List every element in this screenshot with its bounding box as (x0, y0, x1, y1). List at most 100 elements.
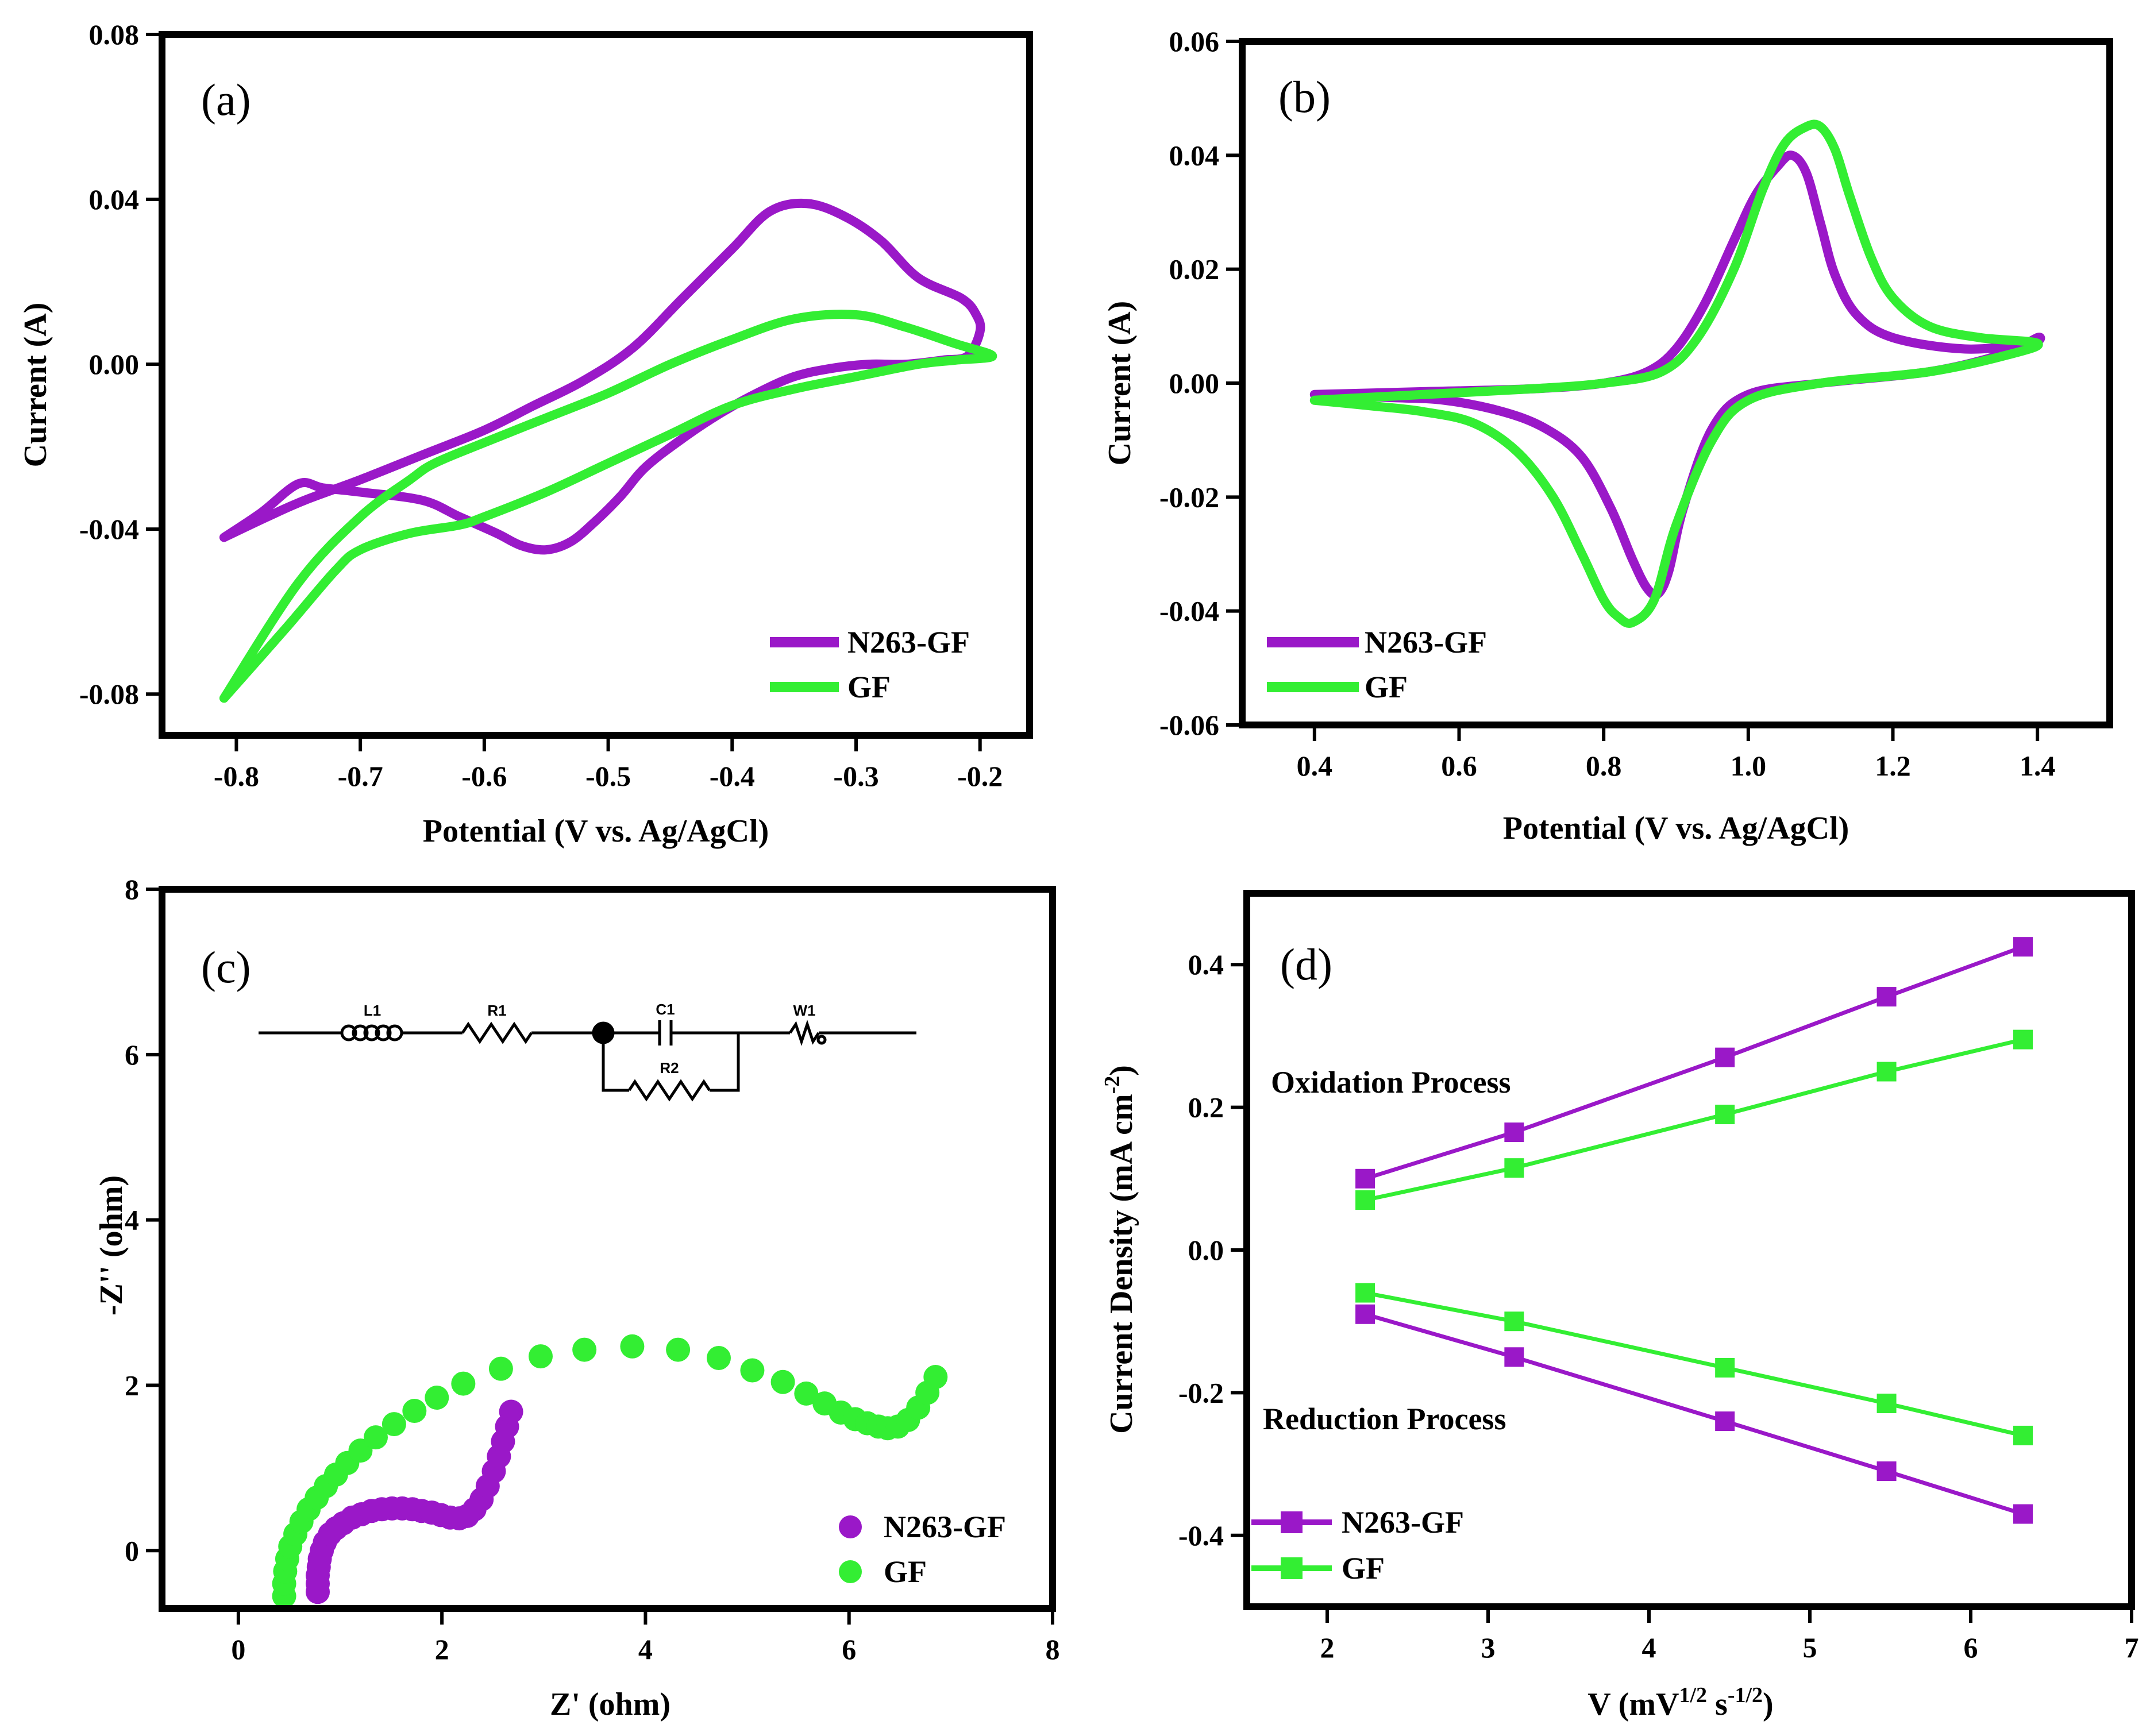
panel-c-legend: N263-GF GF (839, 1510, 1006, 1589)
panel-a-x-tick-label: -0.8 (214, 760, 259, 792)
panel-a-y-tick-label: -0.08 (79, 678, 139, 710)
panel-c-point-gf (666, 1337, 691, 1362)
panel-b-ticks: 0.4 0.6 0.8 1.0 1.2 1.4 -0.06 -0.04 -0.02 0.00 0.0… (1159, 25, 2056, 782)
panel-c-x-tick-label: 8 (1046, 1633, 1060, 1665)
panel-c-y-axis-label: -Z'' (ohm) (94, 1175, 129, 1315)
panel-d-y-tick-label: -0.2 (1178, 1376, 1224, 1409)
panel-b-x-tick-label: 1.2 (1875, 750, 1911, 782)
panel-b-y-tick-label: 0.02 (1169, 253, 1220, 286)
panel-b-y-tick-label: -0.02 (1159, 481, 1219, 513)
panel-c-point-gf (528, 1344, 553, 1369)
panel-d-marker-gf-oxidation (1715, 1105, 1735, 1125)
panel-a-legend: N263-GF GF (770, 625, 970, 704)
panel-d-xlabel-part2: s (1707, 1687, 1728, 1722)
panel-b-x-axis-label: Potential (V vs. Ag/AgCl) (1503, 811, 1849, 846)
circuit-label-r1: R1 (487, 1002, 506, 1019)
panel-d-marker-n263-gf-reduction (1876, 1461, 1897, 1482)
panel-c-x-axis-label: Z' (ohm) (550, 1687, 671, 1722)
panel-c-data-layer (272, 1334, 948, 1608)
panel-c-point-gf (488, 1356, 513, 1381)
panel-a-x-tick-label: -0.4 (710, 760, 755, 792)
panel-d-marker-n263-gf-oxidation (1715, 1047, 1735, 1067)
panel-c-legend-marker-gf (839, 1560, 862, 1583)
panel-d-legend-label-gf: GF (1342, 1551, 1385, 1585)
panel-d-marker-n263-gf-reduction (1504, 1347, 1524, 1367)
panel-d-xlabel-sup1: 1/2 (1679, 1683, 1707, 1707)
panel-d-legend: N263-GF GF (1251, 1505, 1464, 1585)
panel-a-y-tick-label: 0.08 (89, 18, 140, 51)
panel-a-cv-chart: -0.8 -0.7 -0.6 -0.5 -0.4 -0.3 -0.2 -0.08 -0.04 0.… (18, 18, 1033, 849)
panel-a-x-tick-label: -0.2 (957, 760, 1003, 792)
panel-c-label: (c) (201, 942, 251, 992)
panel-a-y-tick-label: 0.04 (89, 183, 140, 215)
panel-a-curve-gf (219, 310, 997, 703)
panel-d-x-tick-label: 7 (2125, 1631, 2139, 1664)
panel-b-y-tick-label: -0.06 (1159, 709, 1219, 741)
panel-c-point-gf (770, 1369, 795, 1394)
panel-b-label: (b) (1278, 72, 1331, 122)
resistor-r2-symbol (627, 1079, 711, 1102)
panel-b-cv-chart: 0.4 0.6 0.8 1.0 1.2 1.4 -0.06 -0.04 -0.02 0.00 0.0… (1102, 25, 2113, 846)
panel-c-point-gf (706, 1345, 731, 1370)
panel-c-x-tick-label: 2 (435, 1633, 449, 1665)
panel-c-y-tick-label: 4 (125, 1204, 139, 1236)
panel-d-x-tick-label: 6 (1964, 1631, 1978, 1664)
panel-c-legend-label-n263: N263-GF (884, 1510, 1006, 1544)
panel-d-marker-gf-oxidation (1504, 1158, 1524, 1178)
panel-b-legend-label-n263: N263-GF (1365, 625, 1487, 659)
panel-d-randles-sevcik-chart: 2 3 4 5 6 7 -0.4 -0.2 0.0 0.2 0.4 (d) Oxidation Pr… (1100, 890, 2139, 1722)
panel-b-legend: N263-GF GF (1267, 625, 1487, 704)
panel-b-curve-n263-gf (1309, 151, 2045, 600)
resistor-r1-symbol (461, 1021, 533, 1044)
panel-d-legend-label-n263: N263-GF (1342, 1505, 1464, 1540)
panel-d-ylabel-part2: ) (1104, 1065, 1139, 1076)
warburg-w1-terminal (816, 1035, 827, 1045)
panel-a-legend-label-n263: N263-GF (847, 625, 970, 659)
circuit-label-c1: C1 (656, 1001, 675, 1018)
panel-a-data-layer (219, 198, 997, 703)
panel-d-marker-n263-gf-reduction (1355, 1304, 1375, 1324)
panel-c-point-gf (364, 1425, 388, 1450)
panel-d-marker-gf-reduction (1876, 1394, 1897, 1414)
panel-d-marker-gf-reduction (1504, 1311, 1524, 1332)
panel-c-x-tick-label: 6 (842, 1633, 856, 1665)
panel-c-plot-frame (159, 886, 1056, 1612)
panel-c-legend-marker-n263 (839, 1515, 862, 1538)
panel-b-y-tick-label: 0.04 (1169, 139, 1220, 171)
panel-d-x-tick-label: 3 (1481, 1631, 1496, 1664)
panel-a-y-tick-label: -0.04 (79, 513, 139, 545)
panel-a-plot-frame (159, 31, 1033, 739)
panel-d-marker-n263-gf-reduction (2013, 1504, 2033, 1524)
panel-d-ticks: 2 3 4 5 6 7 -0.4 -0.2 0.0 0.2 0.4 (1178, 948, 2139, 1664)
panel-d-x-tick-label: 2 (1320, 1631, 1335, 1664)
panel-d-xlabel-part3: ) (1763, 1687, 1774, 1722)
panel-d-marker-n263-gf-oxidation (2013, 937, 2033, 957)
panel-c-point-gf (794, 1381, 819, 1406)
panel-a-x-axis-label: Potential (V vs. Ag/AgCl) (423, 813, 769, 849)
panel-a-x-tick-label: -0.5 (585, 760, 631, 792)
panel-d-y-tick-label: 0.0 (1188, 1234, 1224, 1266)
panel-d-x-tick-label: 4 (1642, 1631, 1656, 1664)
panel-a-ticks: -0.8 -0.7 -0.6 -0.5 -0.4 -0.3 -0.2 -0.08 -0.04 0.… (79, 18, 1003, 792)
panel-c-point-gf (402, 1399, 427, 1423)
panel-b-y-tick-label: 0.06 (1169, 25, 1220, 57)
warburg-w1-symbol (788, 1020, 820, 1046)
panel-d-legend-marker-gf (1281, 1557, 1303, 1579)
panel-a-x-tick-label: -0.7 (338, 760, 383, 792)
panel-a-label: (a) (201, 75, 251, 125)
panel-a-x-tick-label: -0.3 (833, 760, 878, 792)
panel-d-plot-frame (1243, 890, 2135, 1610)
panel-c-point-gf (572, 1337, 597, 1362)
panel-d-marker-gf-oxidation (2013, 1029, 2033, 1050)
panel-c-legend-label-gf: GF (884, 1554, 927, 1589)
panel-d-marker-n263-gf-reduction (1715, 1411, 1735, 1432)
panel-d-label: (d) (1280, 939, 1332, 989)
panel-b-y-tick-label: 0.00 (1169, 367, 1220, 399)
panel-d-y-axis-label: Current Density (mA cm-2) (1100, 1065, 1139, 1434)
panel-c-point-gf (740, 1358, 765, 1383)
panel-c-x-tick-label: 4 (638, 1633, 653, 1665)
panel-d-y-tick-label: -0.4 (1178, 1519, 1224, 1552)
panel-c-point-gf (382, 1412, 406, 1437)
